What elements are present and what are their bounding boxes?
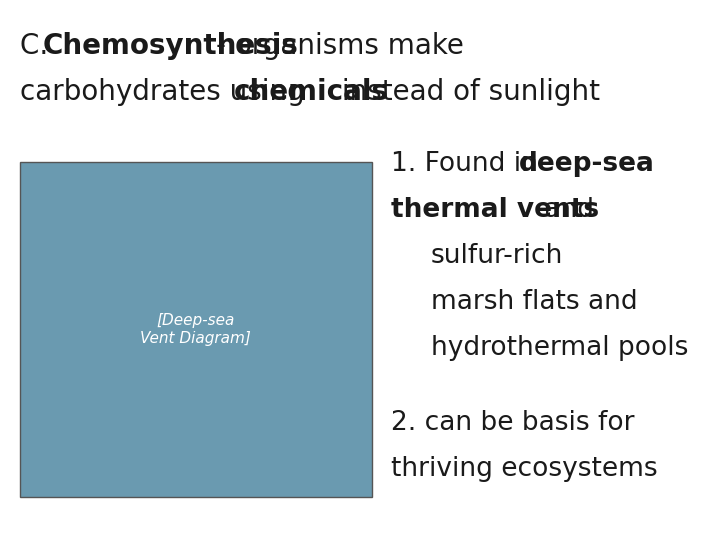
Text: sulfur-rich: sulfur-rich — [431, 243, 563, 269]
Text: instead of sunlight: instead of sunlight — [333, 78, 600, 106]
Text: Chemosynthesis: Chemosynthesis — [43, 32, 299, 60]
Text: - organisms make: - organisms make — [216, 32, 464, 60]
FancyBboxPatch shape — [19, 162, 372, 497]
Text: marsh flats and: marsh flats and — [431, 289, 637, 315]
Text: thermal vents: thermal vents — [392, 197, 600, 223]
Text: chemicals: chemicals — [233, 78, 389, 106]
Text: thriving ecosystems: thriving ecosystems — [392, 456, 658, 482]
Text: 2. can be basis for: 2. can be basis for — [392, 410, 635, 436]
Text: and: and — [536, 197, 594, 223]
Text: C.: C. — [19, 32, 57, 60]
Text: carbohydrates using: carbohydrates using — [19, 78, 313, 106]
Text: 1. Found in: 1. Found in — [392, 151, 546, 177]
Text: deep-sea: deep-sea — [518, 151, 654, 177]
Text: [Deep-sea
Vent Diagram]: [Deep-sea Vent Diagram] — [140, 313, 251, 346]
Text: hydrothermal pools: hydrothermal pools — [431, 335, 688, 361]
